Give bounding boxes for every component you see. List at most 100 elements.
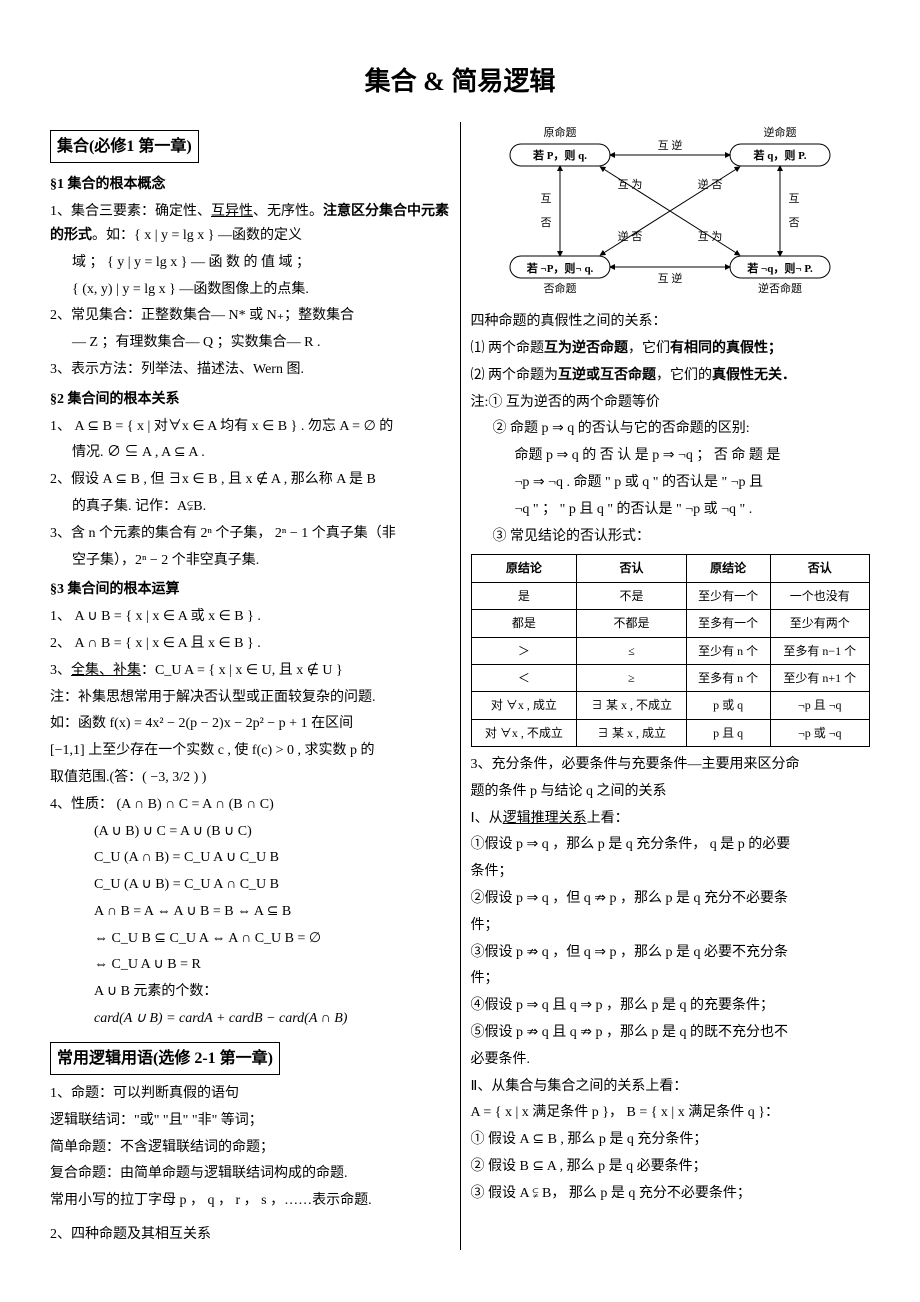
table-cell: ¬p 或 ¬q <box>770 719 869 746</box>
t: ，它们 <box>628 341 670 356</box>
dg-bl-title: 否命题 <box>544 281 577 295</box>
s3-1: 1、 A ∪ B = { x | x ∈ A 或 x ∈ B } . <box>50 605 450 629</box>
dg-d1: 互 为 <box>618 178 643 191</box>
table-cell: ＜ <box>471 664 577 691</box>
s1-2: 2、常见集合：正整数集合— N* 或 N₊；整数集合 <box>50 304 450 328</box>
r8: Ⅰ、从逻辑推理关系上看： <box>471 807 871 831</box>
s2-3: 3、含 n 个元素的集合有 2ⁿ 个子集， 2ⁿ − 1 个真子集（非 <box>50 522 450 546</box>
t: ，它们的 <box>656 368 712 383</box>
dg-d3: 逆 否 <box>618 229 643 243</box>
th: 原结论 <box>471 555 577 582</box>
r11b: 件； <box>471 967 871 991</box>
table-cell: p 且 q <box>686 719 770 746</box>
t: 互为逆否命题 <box>544 341 628 356</box>
table-cell: ∃ 某 x , 成立 <box>577 719 686 746</box>
th: 否认 <box>577 555 686 582</box>
s3-note: 注：补集思想常用于解决否认型或正面较复杂的问题. <box>50 686 450 710</box>
s3-4b: (A ∪ B) ∪ C = A ∪ (B ∪ C) <box>50 820 450 844</box>
table-cell: 对 ∀x , 不成立 <box>471 719 577 746</box>
r4: 注:① 互为逆否的两个命题等价 <box>471 391 871 415</box>
s2-2b: 的真子集. 记作：A⫋B. <box>50 495 450 519</box>
s2-heading: §2 集合间的根本关系 <box>50 388 450 412</box>
table-cell: 至少有两个 <box>770 610 869 637</box>
s3-4h: A ∪ B 元素的个数： <box>50 980 450 1004</box>
table-body: 是不是至少有一个一个也没有都是不都是至多有一个至少有两个＞≤至少有 n 个至多有… <box>471 582 870 746</box>
t: 有相同的真假性； <box>670 341 782 356</box>
s3-4: 4、性质： (A ∩ B) ∩ C = A ∩ (B ∩ C) <box>50 793 450 817</box>
dg-re-a: 互 <box>789 193 800 205</box>
s3-3: 3、全集、补集：C_U A = { x | x ∈ U, 且 x ∉ U } <box>50 659 450 683</box>
r9: ①假设 p ⇒ q ，那么 p 是 q 充分条件， q 是 p 的必要 <box>471 833 871 857</box>
r12: ④假设 p ⇒ q 且 q ⇒ p ，那么 p 是 q 的充要条件； <box>471 994 871 1018</box>
dg-re-b: 否 <box>789 217 800 229</box>
l1b: 逻辑联结词："或" "且" "非" 等词； <box>50 1109 450 1133</box>
r10: ②假设 p ⇒ q ，但 q ⇏ p ，那么 p 是 q 充分不必要条 <box>471 887 871 911</box>
r13: ⑤假设 p ⇏ q 且 q ⇏ p ，那么 p 是 q 的既不充分也不 <box>471 1021 871 1045</box>
s1-heading: §1 集合的根本概念 <box>50 173 450 197</box>
s3-4d: C_U (A ∪ B) = C_U A ∩ C_U B <box>50 873 450 897</box>
dg-tl-title: 原命题 <box>544 125 577 139</box>
dg-tr-title: 逆命题 <box>764 125 797 139</box>
dg-tl-body: 若 P，则 q. <box>533 148 587 162</box>
dg-br-title: 逆否命题 <box>758 281 802 295</box>
t: 逻辑推理关系 <box>503 811 587 826</box>
page-title: 集合 & 简易逻辑 <box>40 60 880 104</box>
s1-3: 3、表示方法：列举法、描述法、Wern 图. <box>50 358 450 382</box>
s3-4e: A ∩ B = A ⇔ A ∪ B = B ⇔ A ⊆ B <box>50 900 450 924</box>
table-cell: 至少有一个 <box>686 582 770 609</box>
l1: 1、命题：可以判断真假的语句 <box>50 1082 450 1106</box>
s2-3b: 空子集），2ⁿ − 2 个非空真子集. <box>50 549 450 573</box>
r3: ⑵ 两个命题为互逆或互否命题，它们的真假性无关． <box>471 364 871 388</box>
r15: A = { x | x 满足条件 p }， B = { x | x 满足条件 q… <box>471 1101 871 1125</box>
s3-2: 2、 A ∩ B = { x | x ∈ A 且 x ∈ B } . <box>50 632 450 656</box>
box-heading-sets: 集合(必修1 第一章) <box>50 130 199 163</box>
r18: ③ 假设 A ⫋ B， 那么 p 是 q 充分不必要条件； <box>471 1182 871 1206</box>
t: ⑵ 两个命题为 <box>471 368 559 383</box>
r7b: 题的条件 p 与结论 q 之间的关系 <box>471 780 871 804</box>
s3-4g: ⇔ C_U A ∪ B = R <box>50 953 450 977</box>
t: 3、 <box>50 663 71 678</box>
t: 、无序性。 <box>253 204 323 219</box>
table-cell: 至多有一个 <box>686 610 770 637</box>
s2-2: 2、假设 A ⊆ B , 但 ∃x ∈ B , 且 x ∉ A , 那么称 A … <box>50 468 450 492</box>
table-row: 对 ∀x , 成立∃ 某 x , 不成立p 或 q¬p 且 ¬q <box>471 692 870 719</box>
dg-le-a: 互 <box>541 193 552 205</box>
s1-1d: 域 ； { y | y = lg x } — 函 数 的 值 域 ； <box>50 251 450 275</box>
th: 否认 <box>770 555 869 582</box>
r11: ③假设 p ⇏ q ，但 q ⇒ p ，那么 p 是 q 必要不充分条 <box>471 941 871 965</box>
t: ⑴ 两个命题 <box>471 341 545 356</box>
table-row: 对 ∀x , 不成立∃ 某 x , 成立p 且 q¬p 或 ¬q <box>471 719 870 746</box>
dg-top-edge: 互 逆 <box>658 138 683 152</box>
t: 1、集合三要素：确定性、 <box>50 204 211 219</box>
s3-eg3: 取值范围.(答：( −3, 3/2 ) ) <box>50 766 450 790</box>
table-cell: ＞ <box>471 637 577 664</box>
table-cell: ∃ 某 x , 不成立 <box>577 692 686 719</box>
r5c: ¬p ⇒ ¬q . 命题 " p 或 q " 的否认是 " ¬p 且 <box>471 471 871 495</box>
s1-1e: { (x, y) | y = lg x } —函数图像上的点集. <box>50 278 450 302</box>
dg-tr-body: 若 q，则 P. <box>754 148 807 162</box>
r2: ⑴ 两个命题互为逆否命题，它们有相同的真假性； <box>471 337 871 361</box>
r5d: ¬q " ； " p 且 q " 的否认是 " ¬p 或 ¬q " . <box>471 498 871 522</box>
r7: 3、充分条件，必要条件与充要条件—主要用来区分命 <box>471 753 871 777</box>
t: 互逆或互否命题 <box>558 368 656 383</box>
dg-d4: 互 为 <box>698 230 723 243</box>
negation-table: 原结论 否认 原结论 否认 是不是至少有一个一个也没有都是不都是至多有一个至少有… <box>471 554 871 747</box>
two-column-layout: 集合(必修1 第一章) §1 集合的根本概念 1、集合三要素：确定性、互异性、无… <box>40 122 880 1250</box>
s3-eg2: [−1,1] 上至少存在一个实数 c , 使 f(c) > 0 , 求实数 p … <box>50 739 450 763</box>
r13b: 必要条件. <box>471 1048 871 1072</box>
s2-1b: 情况. ∅ ⊆ A , A ⊆ A . <box>50 441 450 465</box>
s3-4c: C_U (A ∩ B) = C_U A ∪ C_U B <box>50 846 450 870</box>
table-cell: 不都是 <box>577 610 686 637</box>
r5: ② 命题 p ⇒ q 的否认与它的否命题的区别: <box>471 417 871 441</box>
r14: Ⅱ、从集合与集合之间的关系上看： <box>471 1075 871 1099</box>
t: 上看： <box>587 811 629 826</box>
l1c: 简单命题：不含逻辑联结词的命题； <box>50 1136 450 1160</box>
t: ：C_U A = { x | x ∈ U, 且 x ∉ U } <box>141 663 343 678</box>
t: 。如：{ x | y = lg x } —函数的定义 <box>92 228 302 243</box>
s3-4i: card(A ∪ B) = cardA + cardB − card(A ∩ B… <box>50 1007 450 1031</box>
table-cell: 至多有 n 个 <box>686 664 770 691</box>
table-row: 是不是至少有一个一个也没有 <box>471 582 870 609</box>
s2-1: 1、 A ⊆ B = { x | 对∀x ∈ A 均有 x ∈ B } . 勿忘… <box>50 415 450 439</box>
dg-bot-edge: 互 逆 <box>658 271 683 285</box>
table-cell: 至少有 n+1 个 <box>770 664 869 691</box>
